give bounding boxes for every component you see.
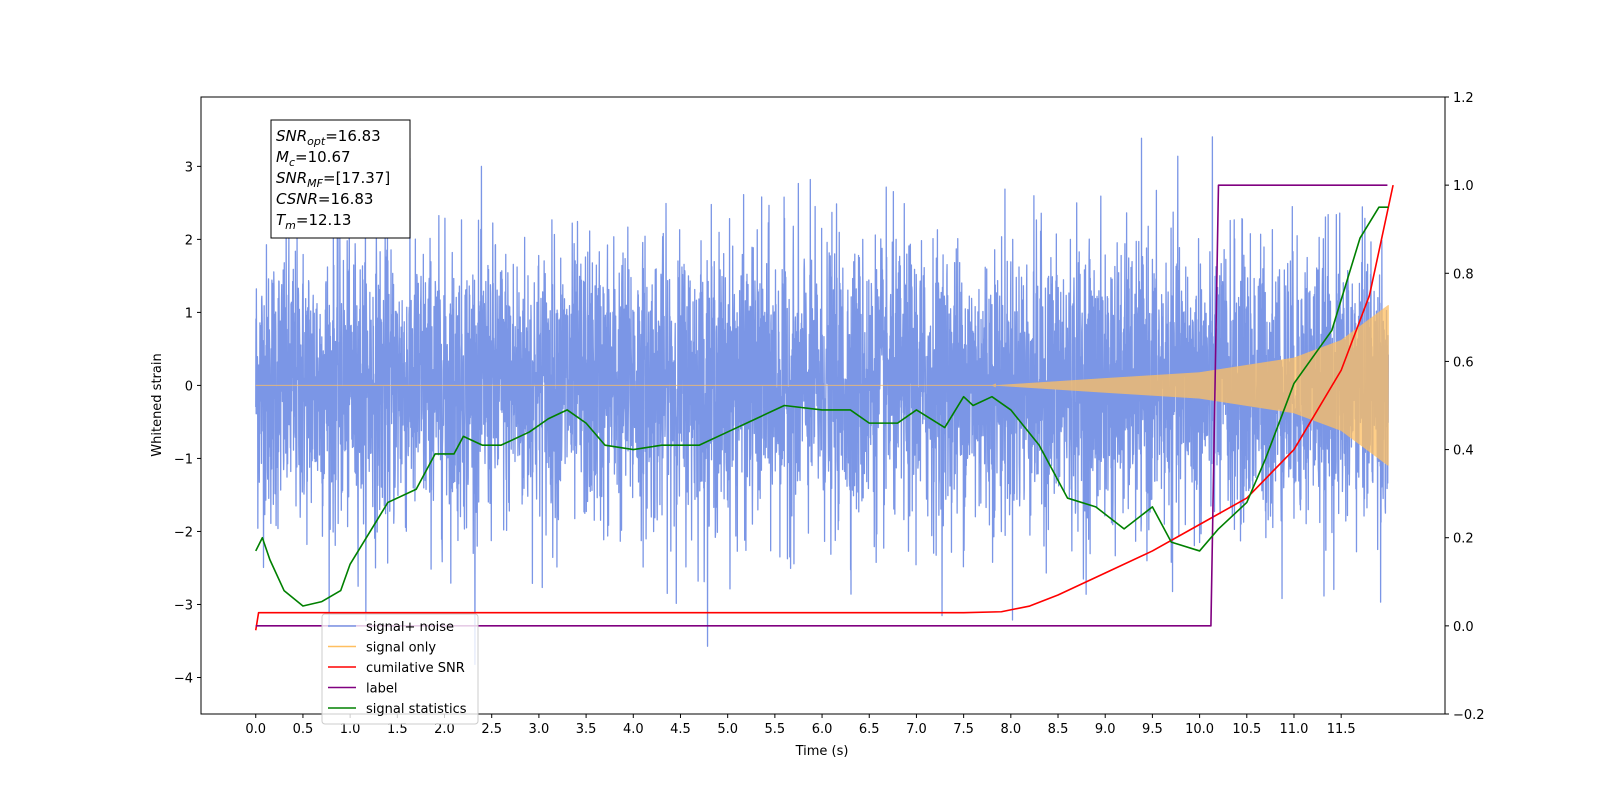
x-tick-label: 7.5: [953, 722, 974, 737]
x-tick-label: 9.5: [1142, 722, 1163, 737]
annotation-line: Mc=10.67: [276, 148, 351, 169]
annotation-line: SNRopt=16.83: [276, 127, 381, 148]
x-axis: 0.0 0.5 1.0 1.5 2.0 2.5 3.0 3.5 4.0 4.5 5.0 5.5 6.0 6…: [245, 714, 1356, 737]
y-axis-left: 3 2 1 0 −1 −2 −3 −4: [174, 160, 201, 686]
annotation-line: SNRMF=[17.37]: [276, 169, 390, 190]
y2-tick-label: −0.2: [1453, 708, 1485, 723]
y-tick-label: −1: [174, 452, 193, 467]
series-label: [255, 184, 1388, 627]
x-tick-label: 3.0: [529, 722, 550, 737]
legend-label: signal+ noise: [366, 620, 454, 635]
x-tick-label: 4.0: [623, 722, 644, 737]
x-tick-label: 8.0: [1000, 722, 1021, 737]
stats-annotation-box: SNRopt=16.83Mc=10.67SNRMF=[17.37]CSNR=16…: [270, 119, 411, 239]
legend-label: signal statistics: [366, 702, 467, 717]
annotation-line: CSNR=16.83: [276, 190, 373, 208]
y2-tick-label: 0.4: [1453, 444, 1474, 459]
legend-label: cumilative SNR: [366, 661, 465, 676]
series-cumulative-snr: [254, 184, 1394, 631]
annotation-line: Tm=12.13: [276, 211, 351, 232]
y-tick-label: 3: [185, 160, 193, 175]
x-tick-label: 1.0: [340, 722, 361, 737]
plot-frame: [200, 96, 1446, 715]
x-tick-label: 3.5: [576, 722, 597, 737]
x-tick-label: 2.0: [434, 722, 455, 737]
y-axis-label: Whitened strain: [150, 353, 165, 456]
x-tick-label: 9.0: [1095, 722, 1116, 737]
y-tick-label: −3: [174, 598, 193, 613]
y-tick-label: −4: [174, 671, 193, 686]
legend-label: signal only: [366, 641, 436, 656]
legend-label: label: [366, 682, 397, 697]
y-tick-label: 2: [185, 233, 193, 248]
x-tick-label: 5.0: [717, 722, 738, 737]
x-tick-label: 7.0: [906, 722, 927, 737]
x-tick-label: 0.0: [245, 722, 266, 737]
y2-tick-label: 1.0: [1453, 179, 1474, 194]
annotation-frame: [270, 119, 411, 239]
y-axis-right: 1.2 1.0 0.8 0.6 0.4 0.2 0.0 −0.2: [1445, 91, 1485, 723]
x-tick-label: 6.0: [812, 722, 833, 737]
series-layer: [254, 136, 1394, 666]
x-tick-label: 6.5: [859, 722, 880, 737]
x-tick-label: 0.5: [293, 722, 314, 737]
series-signal-only: [255, 305, 1389, 466]
y-tick-label: −2: [174, 525, 193, 540]
x-axis-label: Time (s): [795, 744, 849, 759]
y2-tick-label: 0.6: [1453, 355, 1474, 370]
x-tick-label: 5.5: [765, 722, 786, 737]
y2-tick-label: 1.2: [1453, 91, 1474, 106]
x-tick-label: 11.5: [1327, 722, 1356, 737]
x-tick-label: 10.5: [1232, 722, 1261, 737]
series-signal-noise: [255, 136, 1390, 666]
y2-tick-label: 0.8: [1453, 267, 1474, 282]
x-tick-label: 8.5: [1048, 722, 1069, 737]
x-tick-label: 2.5: [481, 722, 502, 737]
y2-tick-label: 0.2: [1453, 532, 1474, 547]
y-tick-label: 0: [185, 379, 193, 394]
series-signal-statistics: [255, 206, 1389, 607]
x-tick-label: 1.5: [387, 722, 408, 737]
x-tick-label: 10.0: [1185, 722, 1214, 737]
x-tick-label: 4.5: [670, 722, 691, 737]
y-tick-label: 1: [185, 306, 193, 321]
legend: signal+ noise signal only cumilative SNR la…: [321, 613, 479, 725]
x-tick-label: 11.0: [1280, 722, 1309, 737]
legend-frame: [321, 613, 479, 725]
y2-tick-label: 0.0: [1453, 620, 1474, 635]
